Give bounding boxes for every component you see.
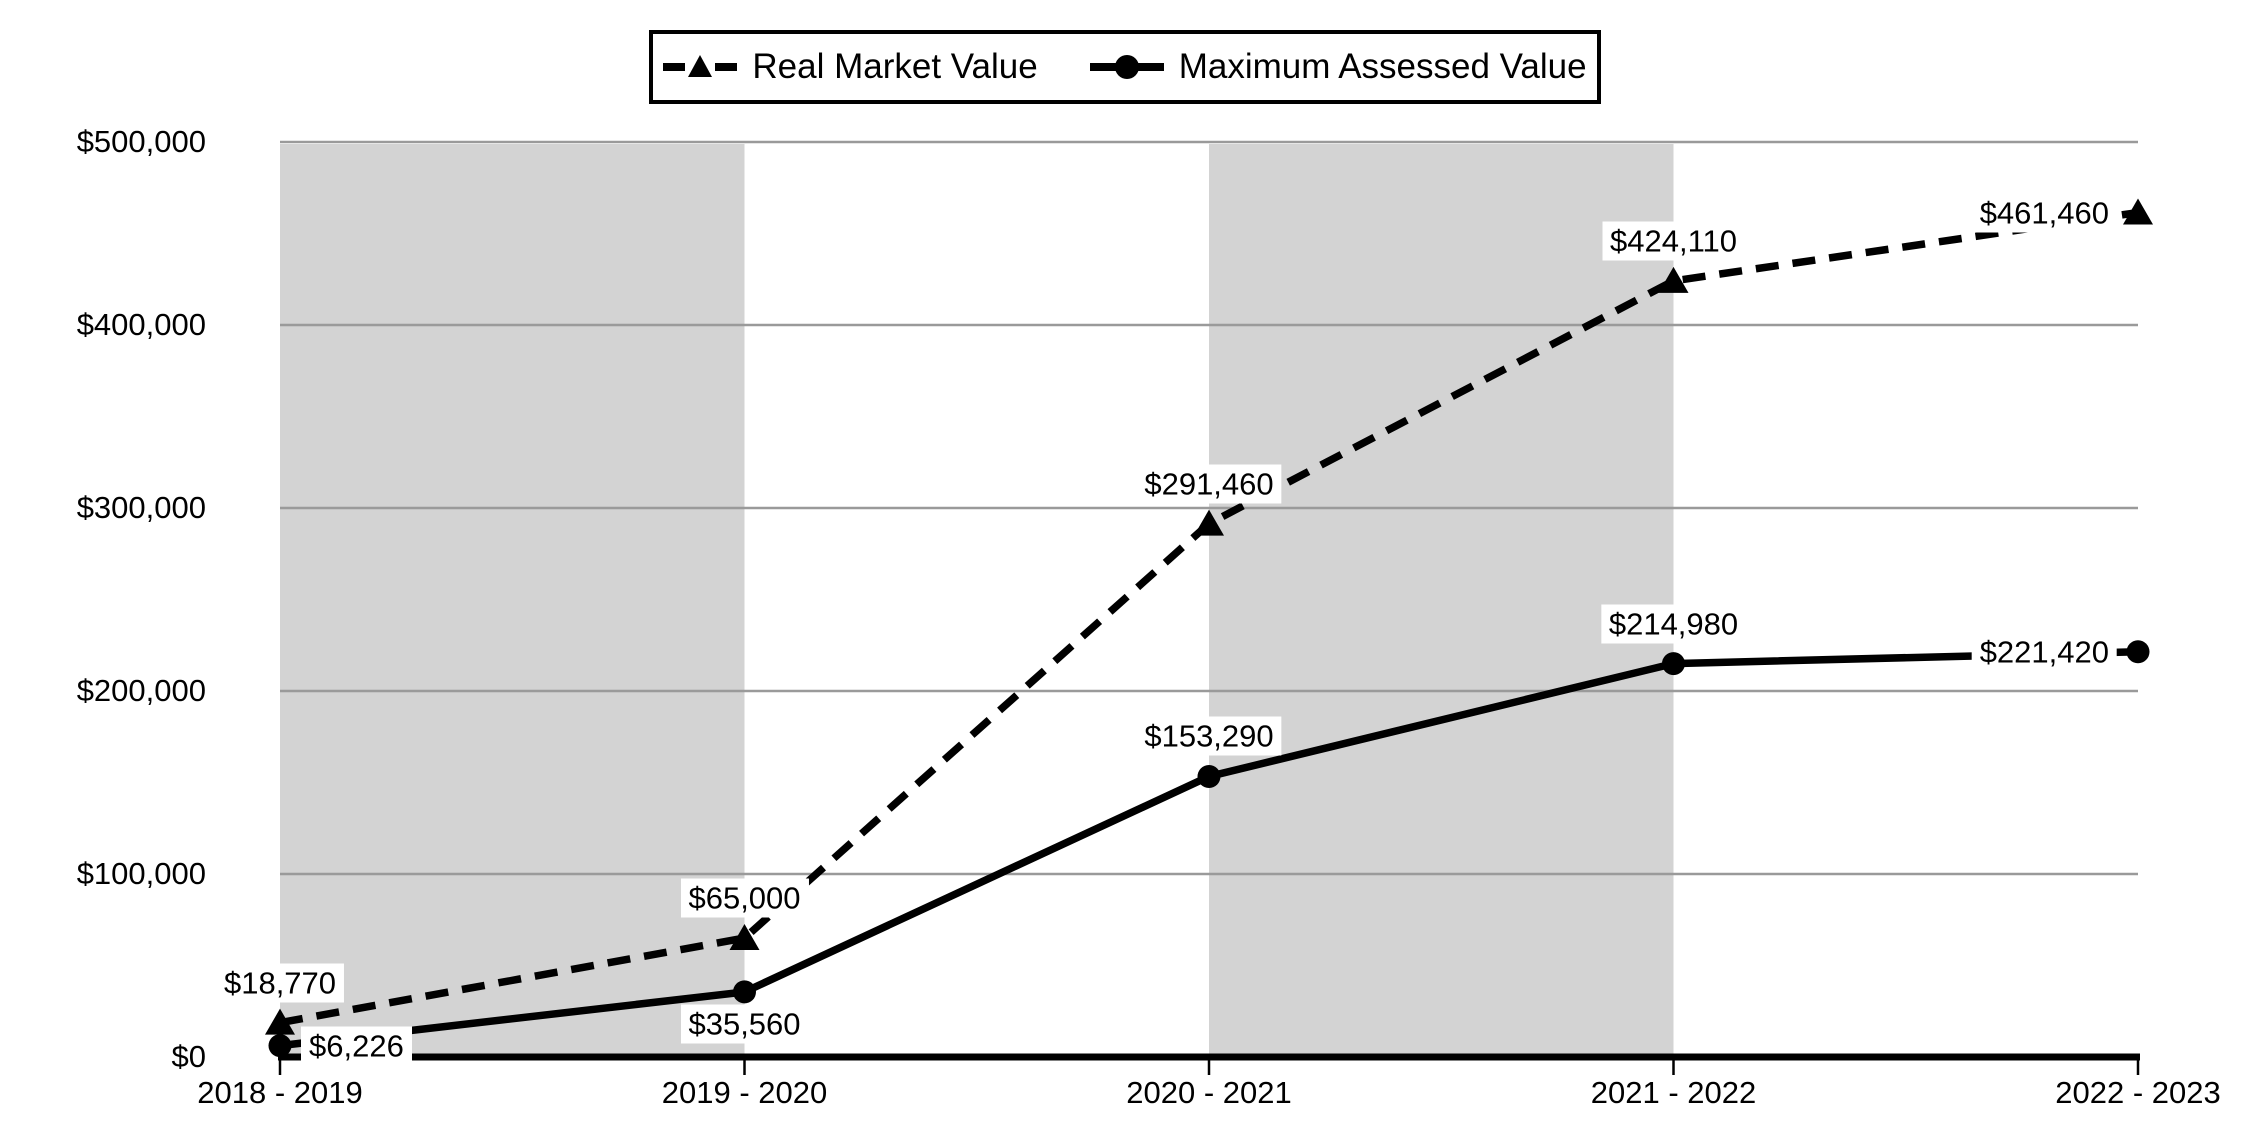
data-label: $291,460 — [1136, 464, 1282, 504]
x-axis-tick-label: 2021 - 2022 — [1590, 1075, 1757, 1110]
legend-item-real-market-value: Real Market Value — [663, 47, 1038, 87]
y-axis-tick-label: $0 — [171, 1039, 206, 1074]
circle-marker — [268, 1034, 292, 1058]
x-axis-tick-label: 2018 - 2019 — [197, 1075, 363, 1110]
data-label: $6,226 — [301, 1026, 412, 1066]
y-axis-tick-label: $400,000 — [76, 307, 206, 342]
legend: Real Market Value Maximum Assessed Value — [649, 30, 1601, 104]
data-label: $65,000 — [680, 878, 809, 918]
solid-line-circle-marker-icon — [1089, 55, 1164, 79]
data-label: $221,420 — [1971, 632, 2117, 672]
triangle-marker — [265, 1008, 295, 1035]
y-axis-tick-label: $300,000 — [76, 490, 206, 525]
circle-marker — [1197, 764, 1221, 788]
legend-item-maximum-assessed-value: Maximum Assessed Value — [1089, 47, 1587, 87]
shaded-band — [1209, 144, 1674, 1057]
data-label: $461,460 — [1971, 193, 2117, 233]
x-axis-tick-label: 2019 - 2020 — [661, 1075, 828, 1110]
dashed-line-triangle-marker-icon — [663, 55, 738, 77]
y-axis-tick-label: $100,000 — [76, 856, 206, 891]
circle-marker — [733, 980, 756, 1004]
circle-marker — [2126, 640, 2150, 664]
data-label: $424,110 — [1602, 221, 1745, 261]
triangle-marker — [2123, 198, 2153, 225]
y-axis-tick-label: $500,000 — [76, 124, 206, 159]
data-label: $18,770 — [215, 963, 345, 1003]
legend-label-maximum-assessed-value: Maximum Assessed Value — [1178, 47, 1587, 86]
x-axis-tick-label: 2020 - 2021 — [1126, 1075, 1292, 1110]
data-label: $35,560 — [680, 1004, 809, 1044]
triangle-marker — [729, 924, 760, 951]
data-label: $153,290 — [1136, 716, 1282, 756]
triangle-marker — [1658, 266, 1689, 293]
data-label: $214,980 — [1600, 604, 1747, 644]
triangle-marker — [1194, 509, 1224, 536]
legend-label-real-market-value: Real Market Value — [752, 47, 1038, 86]
x-axis-tick-label: 2022 - 2023 — [2055, 1075, 2221, 1110]
shaded-band — [280, 144, 745, 1057]
circle-marker — [1662, 652, 1685, 676]
y-axis-tick-label: $200,000 — [76, 673, 206, 708]
